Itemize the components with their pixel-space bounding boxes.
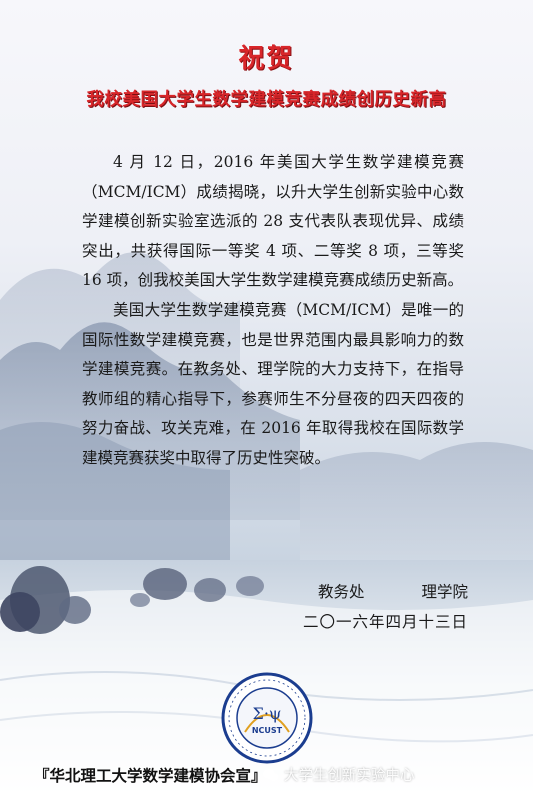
footer-text: 『华北理工大学数学建模协会宣』 [34, 767, 267, 785]
page-subtitle: 我校美国大学生数学建模竞赛成绩创历史新高 [86, 90, 447, 110]
watermark-text: 大学生创新实验中心 [284, 768, 415, 784]
logo-emblem-icon [221, 672, 313, 764]
footer: 『华北理工大学数学建模协会宣』 大学生创新实验中心 [34, 764, 514, 788]
paragraph-2: 美国大学生数学建模竞赛（MCM/ICM）是唯一的国际性数学建模竞赛，也是世界范围… [82, 300, 464, 467]
article-body: 4 月 12 日，2016 年美国大学生数学建模竞赛（MCM/ICM）成绩揭晓，… [82, 148, 464, 474]
paragraph-1: 4 月 12 日，2016 年美国大学生数学建模竞赛（MCM/ICM）成绩揭晓，… [82, 153, 464, 290]
page-title: 祝贺 [238, 44, 295, 74]
signature-orgs: 教务处 理学院 [318, 578, 468, 608]
association-logo: Σ·ψ NCUST [219, 670, 315, 766]
signature-date: 二〇一六年四月十三日 [302, 613, 468, 631]
signature-org-science-college: 理学院 [421, 583, 468, 601]
logo-symbol: Σ·ψ [252, 704, 282, 723]
wechat-icon [263, 769, 279, 781]
signature-org-academic-affairs: 教务处 [318, 583, 365, 601]
logo-abbr: NCUST [251, 726, 283, 735]
